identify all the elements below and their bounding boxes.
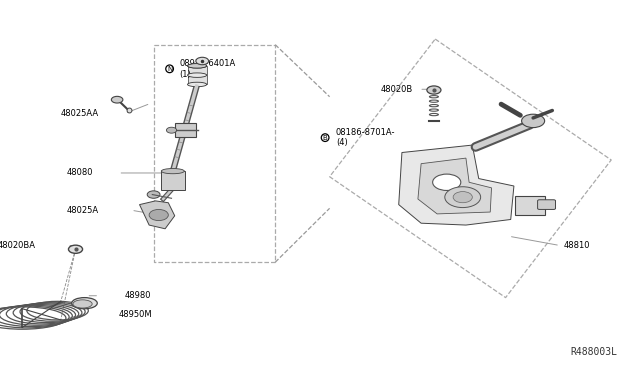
Ellipse shape	[188, 73, 207, 77]
FancyBboxPatch shape	[188, 66, 207, 84]
Ellipse shape	[188, 64, 207, 68]
FancyBboxPatch shape	[538, 200, 556, 209]
Polygon shape	[140, 201, 175, 229]
FancyBboxPatch shape	[161, 171, 185, 190]
Circle shape	[111, 96, 123, 103]
Text: 08919-6401A
(1): 08919-6401A (1)	[179, 59, 236, 78]
Text: 48950M: 48950M	[118, 310, 152, 319]
Text: 48020BA: 48020BA	[0, 241, 35, 250]
FancyBboxPatch shape	[515, 196, 545, 215]
Text: 48810: 48810	[563, 241, 589, 250]
Ellipse shape	[188, 82, 207, 87]
Polygon shape	[418, 158, 492, 214]
Ellipse shape	[72, 298, 97, 309]
Text: R488003L: R488003L	[571, 347, 618, 357]
FancyBboxPatch shape	[175, 123, 196, 137]
Ellipse shape	[188, 64, 207, 68]
Circle shape	[68, 245, 83, 253]
Text: 48080: 48080	[67, 169, 93, 177]
Text: 48025A: 48025A	[67, 206, 99, 215]
Circle shape	[166, 127, 177, 133]
Text: 48980: 48980	[125, 291, 151, 300]
Text: N: N	[167, 66, 172, 72]
Circle shape	[147, 191, 160, 198]
Ellipse shape	[73, 300, 92, 308]
Circle shape	[149, 209, 168, 221]
Circle shape	[445, 187, 481, 208]
Text: 48025AA: 48025AA	[61, 109, 99, 118]
Circle shape	[427, 86, 441, 94]
Circle shape	[453, 192, 472, 203]
Text: B: B	[323, 135, 328, 141]
Polygon shape	[399, 145, 514, 225]
Circle shape	[433, 174, 461, 190]
Circle shape	[196, 57, 209, 65]
Ellipse shape	[161, 169, 184, 174]
Text: 08186-8701A-
(4): 08186-8701A- (4)	[336, 128, 396, 147]
Text: 48020B: 48020B	[381, 85, 413, 94]
Circle shape	[522, 114, 545, 128]
